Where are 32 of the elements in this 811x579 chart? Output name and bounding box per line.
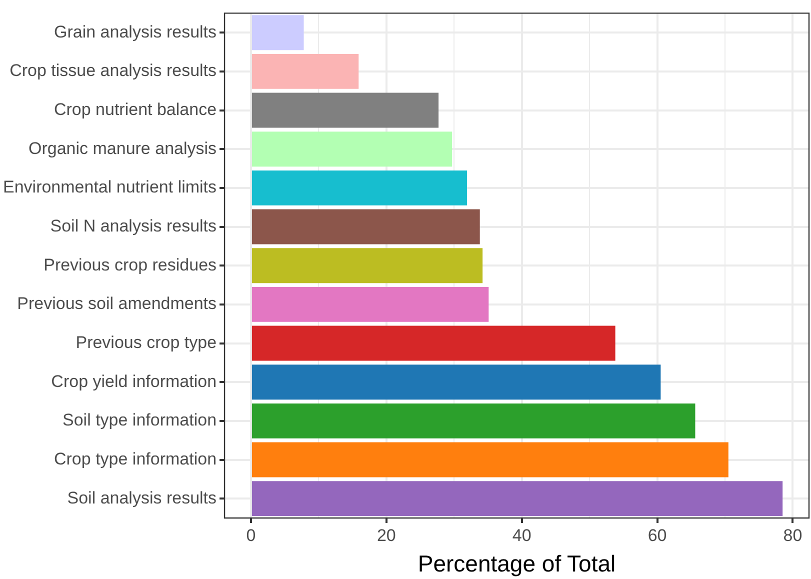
y-tick-label: Soil type information (62, 410, 217, 430)
y-tick-label: Crop nutrient balance (54, 100, 217, 119)
x-tick-label: 40 (512, 526, 532, 545)
bar (252, 170, 467, 206)
bar (252, 54, 359, 89)
y-tick-label: Crop type information (54, 449, 217, 468)
y-tick-label: Previous crop residues (44, 255, 217, 274)
bar (252, 92, 439, 128)
bar (252, 442, 728, 478)
y-tick-label: Crop tissue analysis results (10, 61, 217, 80)
bar (252, 286, 489, 322)
x-tick-label: 20 (376, 526, 396, 545)
y-tick-label: Organic manure analysis (28, 138, 217, 158)
bar (252, 364, 661, 400)
y-tick-label: Soil N analysis results (50, 216, 217, 236)
y-tick-label: Grain analysis results (54, 22, 217, 42)
bar (252, 15, 304, 50)
x-axis-title: Percentage of Total (418, 550, 616, 577)
bar (252, 248, 483, 284)
bar (252, 481, 783, 516)
bar (252, 403, 696, 438)
bar (252, 132, 452, 167)
x-tick-label: 60 (648, 526, 667, 545)
x-tick-label: 80 (783, 526, 802, 545)
y-tick-label: Environmental nutrient limits (3, 178, 217, 197)
y-tick-label: Previous soil amendments (17, 294, 217, 314)
bar (252, 326, 616, 361)
y-tick-label: Soil analysis results (67, 488, 217, 508)
y-tick-label: Crop yield information (51, 372, 217, 391)
y-tick-label: Previous crop type (76, 332, 217, 352)
x-tick-label: 0 (246, 526, 256, 545)
bar (252, 209, 480, 244)
